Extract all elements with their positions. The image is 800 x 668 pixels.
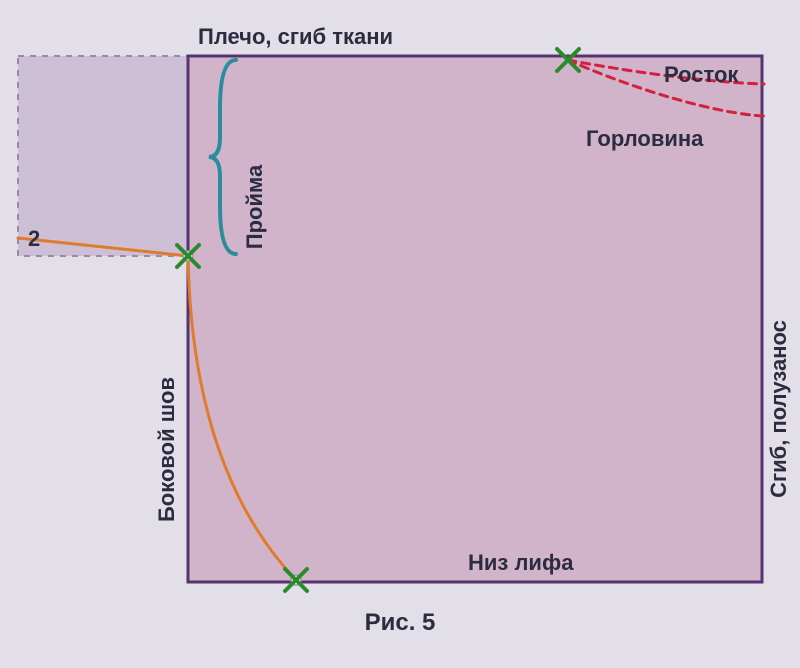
label-num2: 2 [28,226,40,251]
figure-caption: Рис. 5 [365,609,436,636]
label-hem: Низ лифа [468,550,574,575]
aux-rect [18,56,188,256]
label-fold: Сгиб, полузанос [766,320,791,498]
label-neck-back: Росток [664,62,739,87]
label-side-seam: Боковой шов [154,377,179,522]
label-armhole: Пройма [242,164,267,249]
label-neckline: Горловина [586,126,704,151]
label-shoulder: Плечо, сгиб ткани [198,24,393,49]
